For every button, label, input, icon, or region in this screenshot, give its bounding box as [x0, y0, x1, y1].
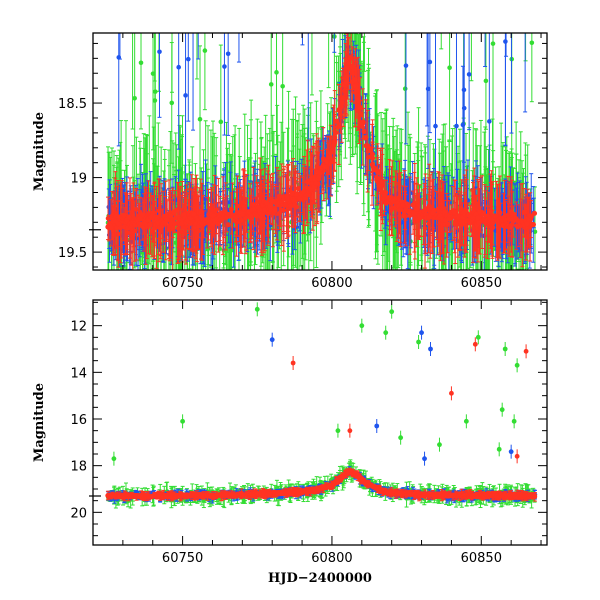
data-point [237, 0, 242, 2]
data-point [218, 119, 224, 125]
data-point [403, 63, 409, 68]
data-point [225, 51, 231, 57]
data-point [523, 5, 528, 10]
data-point [170, 13, 175, 18]
data-point [433, 123, 438, 129]
data-point [487, 119, 492, 124]
data-point [152, 4, 157, 9]
data-point [466, 72, 472, 77]
plot-area [105, 0, 538, 270]
data-point [280, 83, 285, 89]
data-point [185, 56, 191, 62]
data-point [148, 248, 154, 254]
data-point [222, 64, 227, 69]
data-point [532, 229, 538, 235]
data-point [306, 8, 311, 13]
data-point [274, 70, 279, 75]
data-point [529, 40, 535, 46]
data-point [310, 13, 315, 18]
data-point [427, 59, 433, 65]
data-point [176, 64, 181, 70]
data-point [461, 105, 467, 111]
data-point [326, 4, 331, 9]
data-point [202, 48, 208, 53]
data-point [469, 22, 474, 27]
data-point [425, 86, 431, 92]
data-point [454, 123, 459, 129]
data-point [225, 199, 230, 205]
data-point [195, 4, 200, 9]
data-point [197, 116, 203, 122]
data-point [169, 100, 175, 106]
data-point [157, 49, 162, 55]
data-point [191, 0, 196, 2]
data-point [362, 0, 367, 1]
data-point [523, 2, 528, 7]
data-point [425, 16, 430, 21]
data-point [118, 11, 123, 16]
data-point [483, 13, 488, 18]
data-point [152, 98, 158, 103]
data-point [132, 95, 137, 101]
data-point [150, 71, 156, 76]
data-point [402, 86, 408, 92]
data-point [503, 39, 508, 44]
data-point [268, 82, 274, 87]
data-point [447, 65, 452, 71]
data-point [138, 60, 144, 66]
data-point [483, 78, 489, 84]
data-point [183, 93, 188, 98]
data-point [130, 4, 135, 9]
data-point [157, 5, 162, 10]
data-point [196, 7, 201, 12]
data-point [504, 7, 509, 12]
data-point [490, 41, 496, 46]
